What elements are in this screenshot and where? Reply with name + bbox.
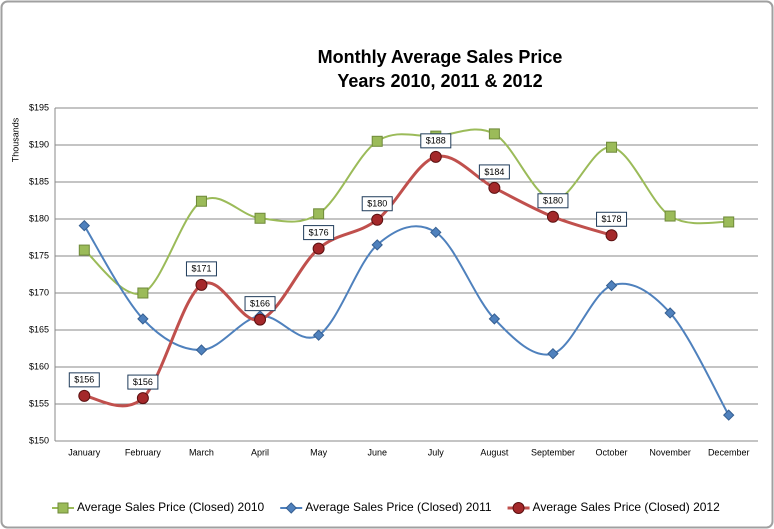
y-tick-label: $195 [29,102,49,112]
marker [723,216,735,228]
y-tick-label: $190 [29,139,49,149]
marker [313,208,325,220]
marker [606,141,618,153]
data-label: $184 [484,167,504,177]
marker [605,229,618,242]
x-tick-label: October [596,447,628,457]
marker [57,502,69,514]
data-label-box [478,164,510,180]
x-tick-label: September [531,447,575,457]
y-tick-label: $175 [29,250,49,260]
data-label: $171 [191,264,211,274]
data-label: $178 [602,214,622,224]
marker [371,239,383,251]
marker [195,278,208,291]
data-label: $156 [133,377,153,387]
legend-marker [512,502,525,514]
data-label: $188 [426,136,446,146]
x-tick-label: December [708,447,750,457]
x-tick-label: January [68,447,101,457]
legend-label: Average Sales Price (Closed) 2011 [305,500,492,514]
x-tick-label: August [480,447,509,457]
marker [723,409,735,421]
marker [371,135,383,147]
marker [488,128,500,140]
marker [285,502,297,514]
marker [546,210,559,223]
legend-marker [285,502,297,514]
marker [78,389,91,402]
marker [371,213,384,226]
data-label-box [420,133,452,149]
y-tick-label: $185 [29,176,49,186]
data-label-box [361,196,393,212]
y-tick-label: $150 [29,435,49,445]
legend-label: Average Sales Price (Closed) 2010 [77,500,265,514]
marker [605,279,618,292]
y-axis-label: Thousands [10,117,20,162]
x-tick-label: April [251,447,269,457]
marker [312,329,325,341]
marker [137,287,149,299]
y-tick-label: $165 [29,324,49,334]
marker [547,347,559,360]
data-label: $166 [250,299,270,309]
data-label-box [127,374,159,390]
data-label: $180 [367,199,387,209]
marker [137,313,149,325]
marker [430,226,442,239]
marker [195,344,208,356]
x-tick-label: March [189,447,214,457]
chart-subtitle: Years 2010, 2011 & 2012 [337,71,542,91]
data-label-box [596,211,628,227]
series-line [83,225,730,416]
marker [512,502,525,514]
marker [664,210,676,222]
data-label: $176 [309,227,329,237]
marker [195,195,207,207]
data-label-box [244,296,276,312]
data-label: $180 [543,196,563,206]
legend-label: Average Sales Price (Closed) 2012 [533,500,721,514]
data-label-box [537,193,569,209]
marker [488,181,501,194]
marker [78,244,90,256]
data-label-box [303,225,335,241]
y-tick-label: $170 [29,287,49,297]
marker [312,242,325,255]
x-tick-label: November [649,447,691,457]
data-label-box [185,261,217,277]
data-label: $156 [74,375,94,385]
x-tick-label: July [428,447,445,457]
marker [136,392,149,405]
x-tick-label: June [367,447,387,457]
marker [78,219,90,232]
chart-title: Monthly Average Sales Price [318,47,563,67]
y-tick-label: $180 [29,213,49,223]
y-tick-label: $160 [29,361,49,371]
data-label-box [68,372,100,388]
marker [664,307,676,319]
legend-marker [57,502,69,514]
marker [254,212,266,224]
series-line [84,154,612,408]
marker [429,150,442,163]
x-tick-label: February [125,447,162,457]
y-tick-label: $155 [29,398,49,408]
marker [488,313,501,325]
x-tick-label: May [310,447,328,457]
marker [254,313,267,326]
